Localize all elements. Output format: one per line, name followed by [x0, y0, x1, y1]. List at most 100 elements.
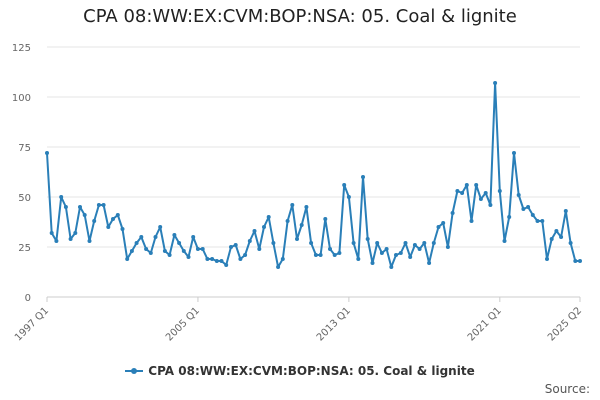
- data-point: [516, 193, 521, 197]
- data-point: [403, 241, 408, 245]
- data-point: [229, 245, 233, 249]
- data-point: [87, 239, 92, 243]
- data-point: [436, 225, 441, 229]
- data-point: [398, 251, 403, 255]
- x-tick-label: 2025 Q2: [546, 305, 584, 343]
- data-point: [309, 241, 314, 245]
- data-point: [120, 227, 125, 231]
- data-point: [125, 257, 130, 261]
- data-point: [478, 197, 483, 201]
- y-tick-label: 100: [12, 93, 31, 104]
- data-point: [162, 249, 167, 253]
- x-tick-label: 1997 Q1: [13, 305, 51, 343]
- data-point: [304, 205, 309, 209]
- data-point: [45, 151, 49, 155]
- data-point: [195, 247, 200, 251]
- data-point: [568, 241, 573, 245]
- data-point: [148, 251, 153, 255]
- legend[interactable]: CPA 08:WW:EX:CVM:BOP:NSA: 05. Coal & lig…: [0, 364, 600, 378]
- data-point: [200, 247, 205, 251]
- data-point: [111, 217, 115, 221]
- legend-swatch: [125, 367, 144, 374]
- data-point: [271, 241, 276, 245]
- data-point: [106, 225, 111, 229]
- data-point: [427, 261, 432, 265]
- data-point: [214, 259, 219, 263]
- data-point: [266, 215, 271, 219]
- data-point: [313, 253, 318, 257]
- data-point: [507, 215, 512, 219]
- data-point: [365, 237, 370, 241]
- data-point: [153, 235, 158, 239]
- data-point: [559, 235, 564, 239]
- data-point: [502, 239, 507, 243]
- data-point: [139, 235, 144, 239]
- data-point: [488, 203, 493, 207]
- data-point: [49, 231, 54, 235]
- data-point: [186, 255, 191, 259]
- data-point: [299, 223, 304, 227]
- data-point: [450, 211, 455, 215]
- data-point: [379, 251, 384, 255]
- data-point: [243, 253, 248, 257]
- data-point: [59, 195, 64, 199]
- data-point: [285, 219, 290, 223]
- data-point: [280, 257, 285, 261]
- x-tick-label: 2005 Q1: [164, 305, 202, 343]
- data-point: [276, 265, 281, 269]
- data-point: [535, 219, 540, 223]
- data-point: [521, 207, 526, 211]
- data-point: [290, 203, 295, 207]
- data-point: [134, 241, 139, 245]
- data-point: [219, 259, 224, 263]
- data-point: [346, 195, 351, 199]
- data-point: [73, 231, 78, 235]
- y-tick-label: 25: [18, 243, 31, 254]
- data-point: [545, 257, 549, 261]
- data-point: [384, 247, 389, 251]
- data-point: [370, 261, 375, 265]
- legend-marker: [131, 367, 138, 374]
- data-point: [167, 253, 172, 257]
- data-point: [115, 213, 120, 217]
- data-point: [144, 247, 149, 251]
- data-point: [210, 257, 215, 261]
- data-point: [417, 247, 422, 251]
- data-point: [323, 217, 328, 221]
- data-point: [101, 203, 106, 207]
- data-point: [578, 259, 582, 263]
- data-point: [332, 253, 337, 257]
- data-point: [247, 239, 252, 243]
- data-point: [191, 235, 196, 239]
- data-point: [445, 245, 450, 249]
- x-tick-label: 2013 Q1: [315, 305, 353, 343]
- data-point: [63, 205, 68, 209]
- y-tick-label: 125: [12, 43, 31, 54]
- data-point: [422, 241, 427, 245]
- data-point: [375, 241, 380, 245]
- data-point: [158, 225, 163, 229]
- data-point: [224, 263, 229, 267]
- data-point: [337, 251, 342, 255]
- data-point: [549, 237, 554, 241]
- y-tick-label: 0: [25, 293, 31, 304]
- data-point: [129, 249, 134, 253]
- y-tick-label: 75: [18, 143, 31, 154]
- data-point: [318, 253, 323, 257]
- data-point: [512, 151, 516, 155]
- data-point: [455, 189, 460, 193]
- data-point: [181, 249, 186, 253]
- data-point: [530, 213, 535, 217]
- data-point: [54, 239, 59, 243]
- data-point: [554, 229, 559, 233]
- data-point: [540, 219, 545, 223]
- data-point: [469, 219, 474, 223]
- data-point: [356, 257, 361, 261]
- data-point: [92, 219, 97, 223]
- data-point: [460, 191, 465, 195]
- data-point: [233, 243, 238, 247]
- data-point: [573, 259, 578, 263]
- data-point: [497, 189, 502, 193]
- data-point: [82, 213, 87, 217]
- data-point: [238, 257, 243, 261]
